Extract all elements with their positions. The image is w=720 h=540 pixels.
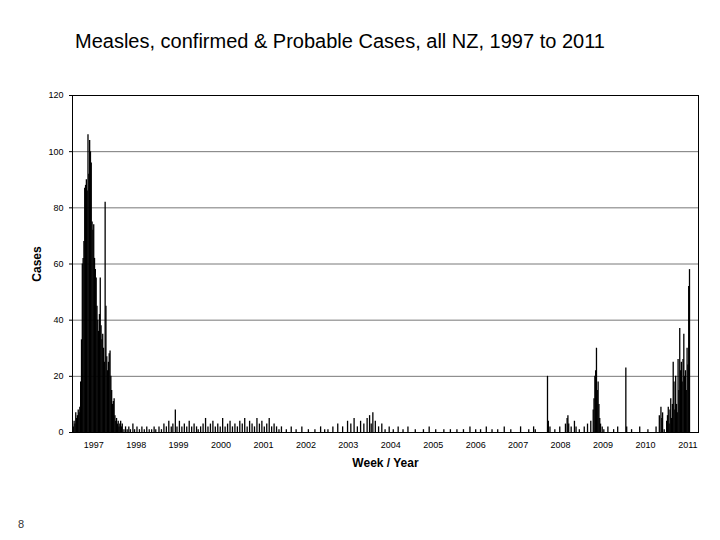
svg-text:60: 60: [53, 259, 63, 269]
svg-text:80: 80: [53, 203, 63, 213]
svg-text:2001: 2001: [253, 440, 273, 450]
svg-text:2011: 2011: [678, 440, 697, 450]
svg-text:2002: 2002: [296, 440, 316, 450]
svg-text:2006: 2006: [466, 440, 486, 450]
svg-text:1999: 1999: [169, 440, 189, 450]
svg-text:20: 20: [53, 371, 63, 381]
svg-text:2005: 2005: [423, 440, 443, 450]
svg-text:Week / Year: Week / Year: [352, 456, 419, 470]
svg-text:2009: 2009: [593, 440, 613, 450]
svg-text:2007: 2007: [508, 440, 528, 450]
svg-text:2008: 2008: [551, 440, 571, 450]
svg-text:2003: 2003: [338, 440, 358, 450]
svg-text:2000: 2000: [211, 440, 231, 450]
svg-text:120: 120: [48, 90, 63, 100]
svg-text:1997: 1997: [84, 440, 104, 450]
svg-text:1998: 1998: [126, 440, 146, 450]
html-text:8: 8: [18, 518, 25, 530]
svg-text:2010: 2010: [635, 440, 655, 450]
svg-text:100: 100: [48, 147, 63, 157]
svg-text:0: 0: [58, 427, 63, 437]
svg-text:40: 40: [53, 315, 63, 325]
html-text:Measles, confirmed & Probable: Measles, confirmed & Probable Cases, all…: [75, 30, 605, 52]
svg-text:Cases: Cases: [30, 246, 44, 282]
svg-text:2004: 2004: [381, 440, 401, 450]
